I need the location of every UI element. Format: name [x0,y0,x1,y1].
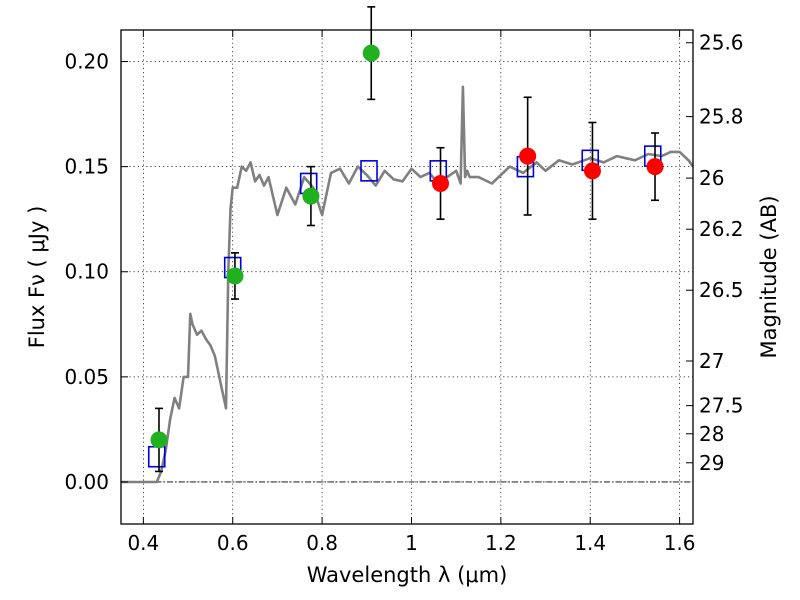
y2-tick-label: 29 [699,451,724,475]
y-tick-label: 0.05 [64,365,109,389]
flux-point-marker [302,187,320,205]
model-spectrum [121,85,695,484]
flux-point-marker [583,162,601,180]
photometry-square-marker [360,160,378,182]
y2-tick-label: 28 [699,422,724,446]
y2-tick-label: 25.8 [699,105,744,129]
x-tick-label: 1 [405,531,418,555]
flux-point-marker [226,267,244,285]
y2-tick-label: 26 [699,166,724,190]
y-tick-label: 0.20 [64,50,109,74]
flux-point-marker [519,147,537,165]
x-tick-label: 0.8 [306,531,338,555]
model-spectrum-line [121,85,695,484]
x-tick-label: 0.4 [127,531,159,555]
y2-tick-label: 26.2 [699,217,744,241]
data-markers [147,6,664,473]
flux-point-marker [646,158,664,176]
plot-frame [120,29,694,525]
flux-point-marker [362,44,380,62]
ticks: 0.4 0.6 0.8 1 1.2 1.4 1.6 0.00 0.05 0.10 0.15 0.20 2… [64,30,744,555]
x-tick-label: 1.4 [574,531,606,555]
y2-tick-label: 26.5 [699,278,744,302]
x-tick-label: 1.2 [485,531,517,555]
y2-tick-label: 27 [699,349,724,373]
y-tick-label: 0.15 [64,155,109,179]
flux-point-marker [150,431,168,449]
y2-tick-label: 25.6 [699,31,744,55]
grid [121,30,693,524]
y-tick-label: 0.10 [64,260,109,284]
y-tick-label: 0.00 [64,470,109,494]
flux-point-marker [432,174,450,192]
x-tick-label: 0.6 [217,531,249,555]
y-axis-label: Flux Fν ( μJy ) [25,206,49,349]
y2-axis-label: Magnitude (AB) [757,195,781,358]
x-axis-label: Wavelength λ (μm) [307,563,508,587]
y2-tick-label: 27.5 [699,394,744,418]
x-tick-label: 1.6 [664,531,696,555]
